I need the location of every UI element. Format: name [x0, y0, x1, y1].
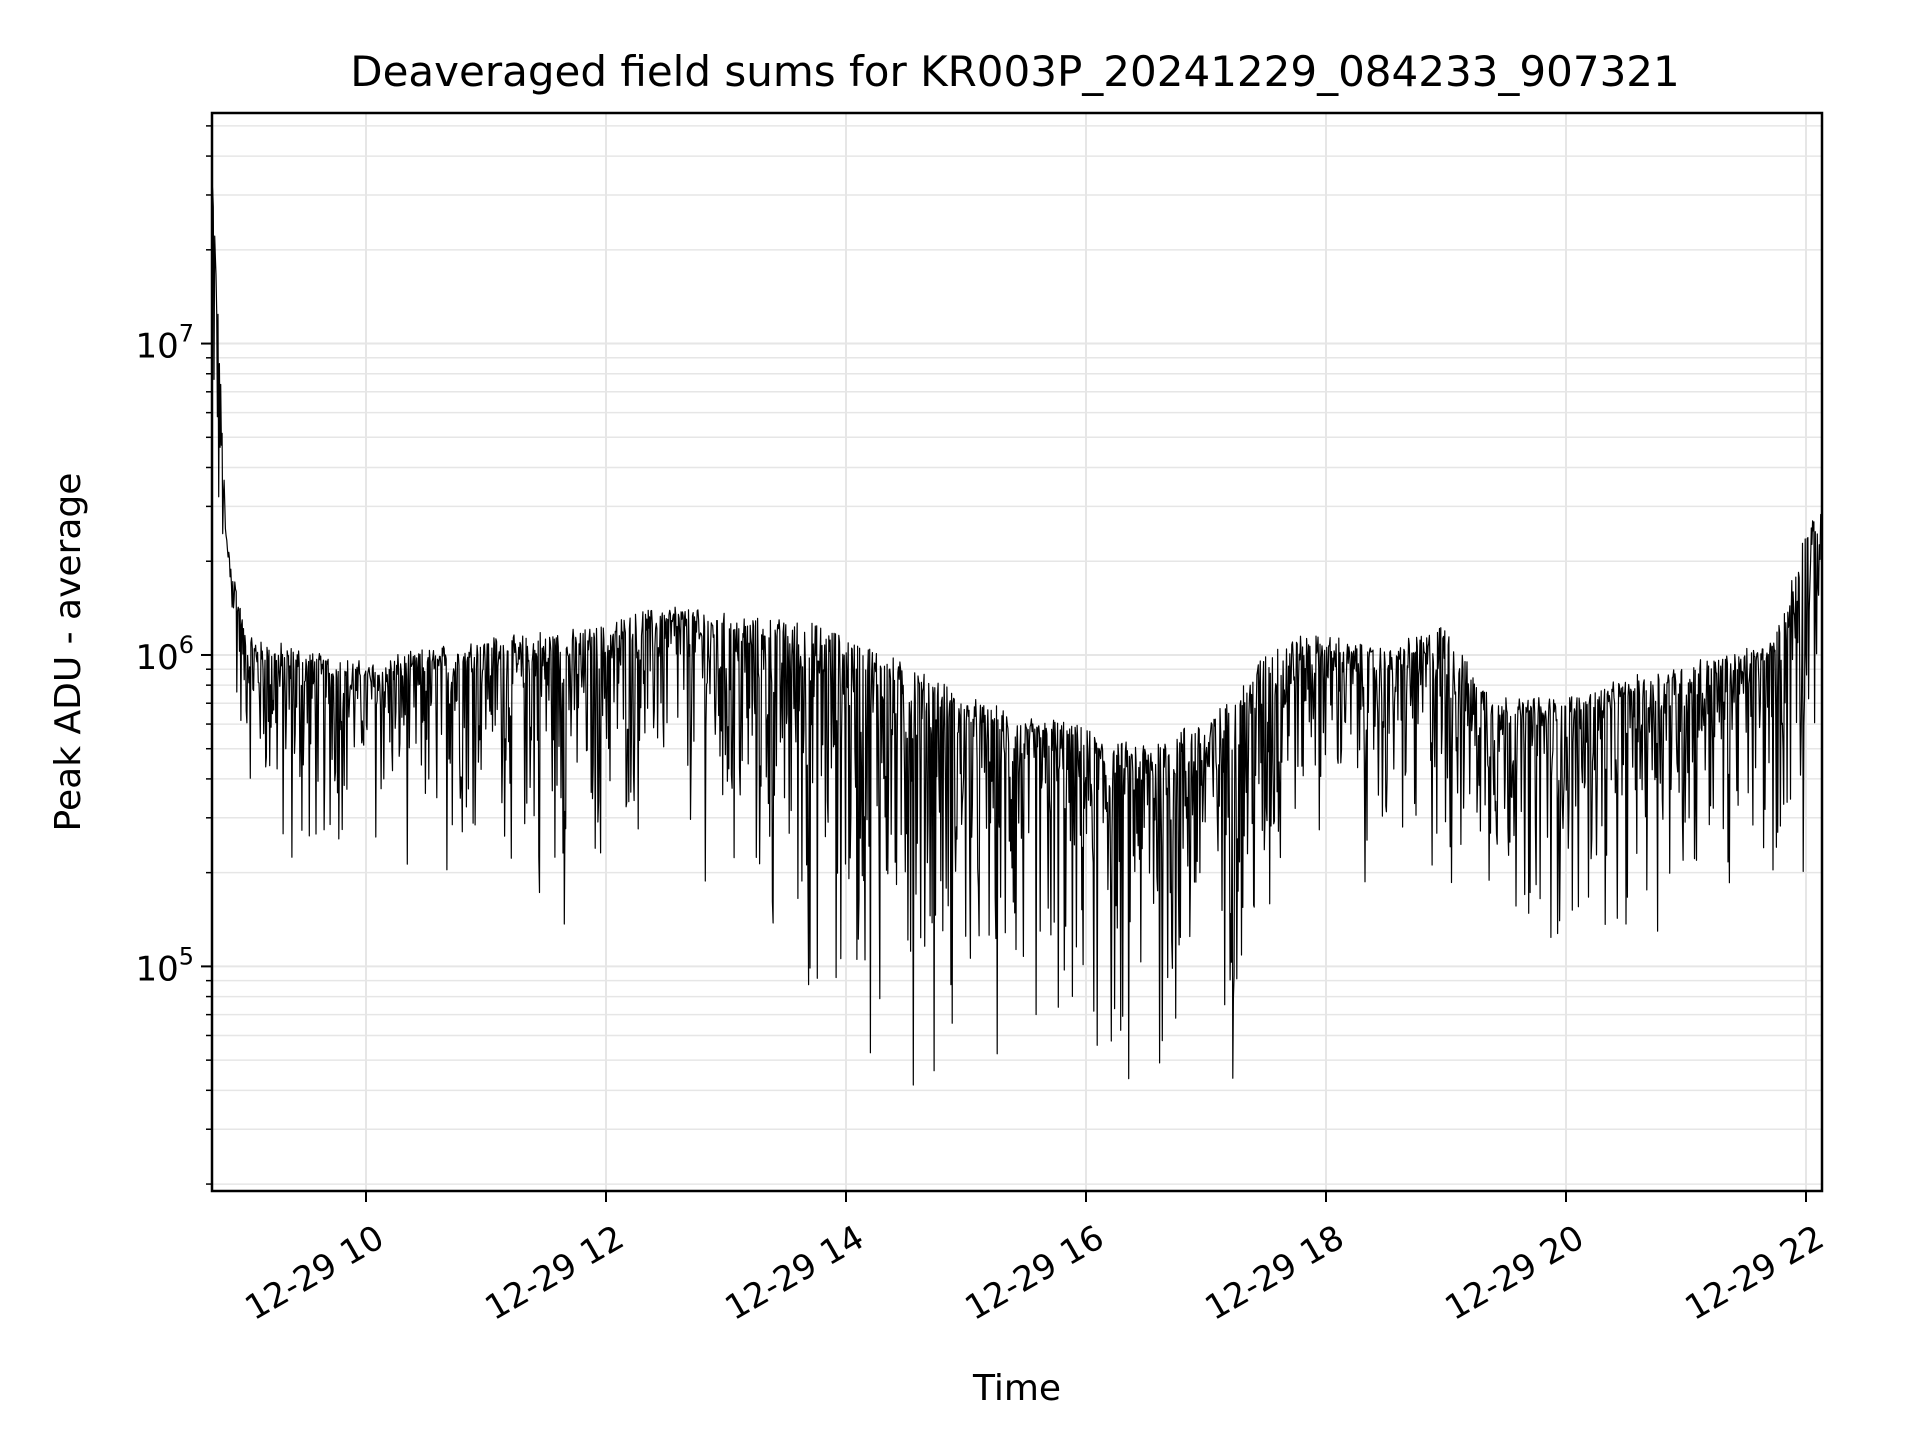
- y-tick-label: 107: [135, 320, 194, 367]
- series-group: [211, 181, 1823, 1086]
- y-axis-label: Peak ADU - average: [48, 473, 89, 832]
- chart-title: Deaveraged field sums for KR003P_2024122…: [350, 47, 1680, 96]
- series-line: [211, 181, 1823, 1086]
- plot-frame: [210, 111, 1824, 1193]
- x-axis-label: Time: [972, 1368, 1061, 1409]
- y-axis: 105 106 107: [135, 125, 212, 1185]
- y-tick-label: 106: [135, 631, 194, 678]
- y-tick-label: 105: [135, 942, 194, 989]
